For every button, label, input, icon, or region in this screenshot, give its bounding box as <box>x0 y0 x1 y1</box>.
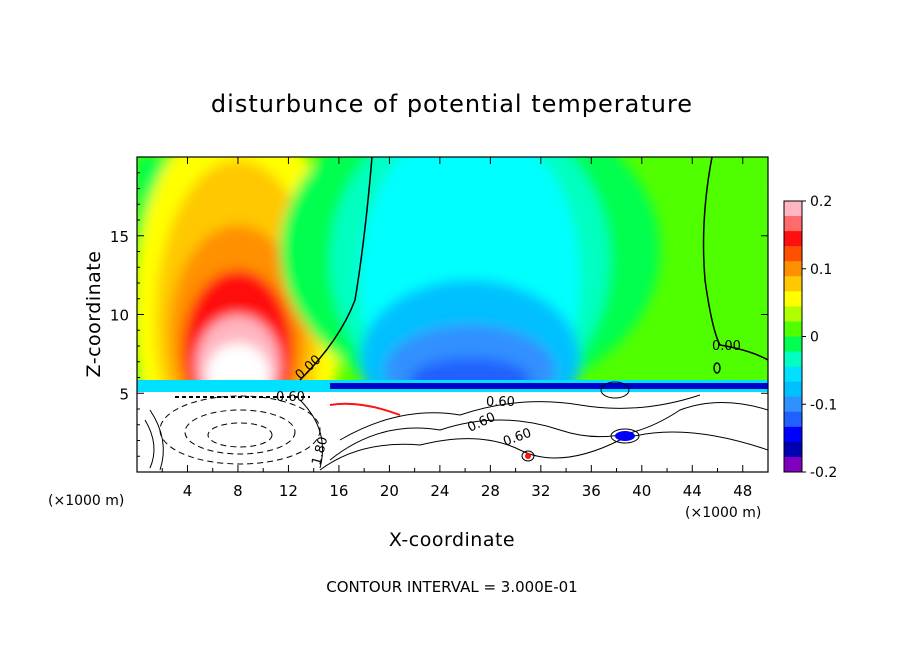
colorbar-swatch <box>784 201 802 217</box>
interface-anomalies <box>329 402 635 459</box>
colorbar-swatch <box>784 321 802 337</box>
colorbar-tick-label: -0.2 <box>810 465 837 481</box>
x-tick-label: 40 <box>632 482 651 500</box>
contour-labels: 0.00 0.00 0.60 0.60 0.60 0.60 1.80 <box>276 339 741 467</box>
colorbar-swatch <box>784 396 802 413</box>
colorbar-swatch <box>784 291 802 307</box>
x-axis-ticks: 4 8 12 16 20 24 28 32 36 40 44 48 <box>161 157 752 500</box>
contour-label: 0.00 <box>712 339 741 354</box>
colorbar-swatch <box>784 426 802 443</box>
contour-lines-lower <box>144 381 768 471</box>
x-tick-label: 12 <box>279 482 298 500</box>
x-tick-label: 4 <box>183 482 193 500</box>
x-tick-label: 24 <box>430 482 449 500</box>
colorbar-tick-label: 0.2 <box>810 194 832 210</box>
colorbar-labels: 0.2 0.1 0 -0.1 -0.2 <box>802 194 837 481</box>
colorbar-tick-label: 0.1 <box>810 262 832 278</box>
colorbar-swatch <box>784 246 802 262</box>
colorbar-tick-label: -0.1 <box>810 397 837 413</box>
x-tick-label: 20 <box>380 482 399 500</box>
colorbar-swatch <box>784 411 802 428</box>
x-tick-label: 32 <box>531 482 550 500</box>
colorbar-swatch <box>784 366 802 383</box>
x-tick-label: 44 <box>683 482 702 500</box>
colorbar-swatch <box>784 456 802 473</box>
x-unit-left: (×1000 m) <box>48 493 124 509</box>
colorbar-swatch <box>784 306 802 322</box>
contour-label: 1.80 <box>309 435 331 467</box>
colorbar-swatch <box>784 231 802 247</box>
chart-title: disturbunce of potential temperature <box>211 90 693 118</box>
y-tick-label: 10 <box>110 307 129 325</box>
contour-interval: CONTOUR INTERVAL = 3.000E-01 <box>326 578 577 596</box>
x-tick-label: 48 <box>733 482 752 500</box>
colorbar-swatch <box>784 381 802 398</box>
y-axis-ticks: 5 10 15 <box>110 172 768 457</box>
colorbar-swatch <box>784 216 802 232</box>
contour-label: 0.60 <box>486 395 515 410</box>
colorbar-swatch <box>784 276 802 292</box>
colorbar-swatch <box>784 441 802 458</box>
heatmap-field <box>137 157 768 472</box>
contour-zero-lines <box>299 157 768 381</box>
colorbar-swatch <box>784 261 802 277</box>
y-tick-label: 5 <box>119 385 129 403</box>
colorbar-swatch <box>784 336 802 353</box>
x-tick-label: 36 <box>582 482 601 500</box>
x-tick-label: 28 <box>481 482 500 500</box>
y-tick-label: 15 <box>110 228 129 246</box>
y-axis-label: Z-coordinate <box>83 251 105 378</box>
colorbar <box>783 200 803 473</box>
x-axis-label: X-coordinate <box>389 529 515 551</box>
x-tick-label: 8 <box>233 482 243 500</box>
x-unit-right: (×1000 m) <box>685 505 761 521</box>
x-tick-label: 16 <box>329 482 348 500</box>
colorbar-swatch <box>784 351 802 368</box>
colorbar-tick-label: 0 <box>810 330 819 346</box>
field-right-green <box>690 157 768 420</box>
field-interface-dark <box>330 383 768 389</box>
contour-label: 0.60 <box>276 390 305 405</box>
